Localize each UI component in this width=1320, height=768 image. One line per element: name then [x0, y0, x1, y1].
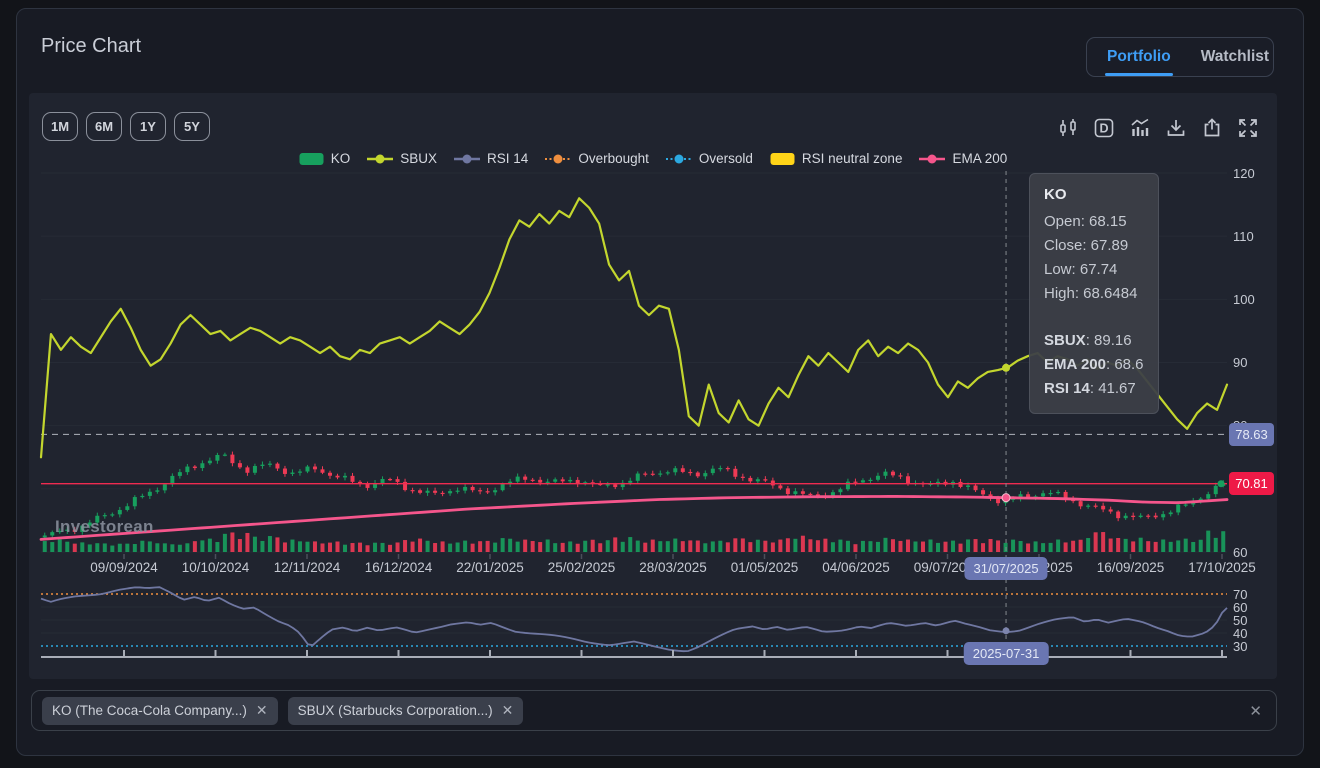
- tooltip-row-high: High: 68.6484: [1044, 285, 1138, 302]
- tab-portfolio[interactable]: Portfolio: [1105, 38, 1173, 76]
- ko-last-price-badge: 70.81: [1229, 472, 1274, 496]
- price-chart-card: Price Chart Portfolio Watchlist 1M 6M 1Y 5Y…: [16, 8, 1304, 756]
- range-button-5y[interactable]: 5Y: [174, 112, 210, 141]
- price-chart-canvas[interactable]: [29, 93, 1277, 679]
- clear-symbols-icon[interactable]: ✕: [1249, 702, 1262, 720]
- range-buttons: 1M 6M 1Y 5Y: [42, 112, 210, 141]
- tooltip-row-close: Close: 67.89: [1044, 237, 1129, 254]
- remove-symbol-icon[interactable]: ✕: [255, 702, 268, 718]
- range-button-1m[interactable]: 1M: [42, 112, 78, 141]
- tooltip-rows: Open: 68.15 Close: 67.89 Low: 67.74 High: 6…: [1044, 210, 1144, 401]
- tab-watchlist[interactable]: Watchlist: [1201, 38, 1269, 76]
- range-button-6m[interactable]: 6M: [86, 112, 122, 141]
- symbol-chips: KO (The Coca-Cola Company...) ✕ SBUX (Star…: [42, 696, 1249, 725]
- rsi-crosshair-date-badge: 2025-07-31: [963, 642, 1049, 665]
- tab-portfolio-label: Portfolio: [1107, 48, 1171, 65]
- tooltip-row-open: Open: 68.15: [1044, 213, 1127, 230]
- interval-letter: D: [1099, 121, 1108, 135]
- share-icon[interactable]: [1200, 116, 1223, 139]
- chart-tooltip: KO Open: 68.15 Close: 67.89 Low: 67.74 High…: [1029, 173, 1159, 414]
- tooltip-row-rsi-14: RSI 14: 41.67: [1044, 380, 1136, 397]
- symbol-chip-label: SBUX (Starbucks Corporation...): [297, 703, 493, 718]
- symbol-chip-label: KO (The Coca-Cola Company...): [52, 703, 247, 718]
- crosshair-date-badge: 31/07/2025: [964, 557, 1048, 580]
- range-button-1y[interactable]: 1Y: [130, 112, 166, 141]
- remove-symbol-icon[interactable]: ✕: [501, 702, 514, 718]
- chart-region: 1M 6M 1Y 5Y D: [29, 93, 1277, 679]
- view-tabs: Portfolio Watchlist: [1086, 37, 1274, 77]
- watermark: Investorean: [55, 517, 154, 536]
- active-tab-underline: [1105, 73, 1173, 76]
- tooltip-row-ema-200: EMA 200: 68.6: [1044, 356, 1144, 373]
- tooltip-symbol: KO: [1044, 186, 1067, 203]
- symbol-chip: KO (The Coca-Cola Company...) ✕: [42, 696, 278, 725]
- tooltip-row-low: Low: 67.74: [1044, 261, 1118, 278]
- sbux-dashed-level-badge: 78.63: [1229, 422, 1274, 446]
- tooltip-row-sbux: SBUX: 89.16: [1044, 332, 1132, 349]
- page-title: Price Chart: [41, 35, 142, 57]
- download-icon[interactable]: [1164, 116, 1187, 139]
- indicators-icon[interactable]: [1128, 116, 1151, 139]
- symbol-chip: SBUX (Starbucks Corporation...) ✕: [287, 696, 524, 725]
- chart-toolbar-icons: D: [1056, 116, 1259, 139]
- candlestick-style-icon[interactable]: [1056, 116, 1079, 139]
- symbol-select[interactable]: KO (The Coca-Cola Company...) ✕ SBUX (Star…: [31, 690, 1277, 731]
- tooltip-spacer: [1044, 306, 1144, 329]
- tab-watchlist-label: Watchlist: [1200, 48, 1270, 65]
- interval-daily-icon[interactable]: D: [1092, 116, 1115, 139]
- fullscreen-icon[interactable]: [1236, 116, 1259, 139]
